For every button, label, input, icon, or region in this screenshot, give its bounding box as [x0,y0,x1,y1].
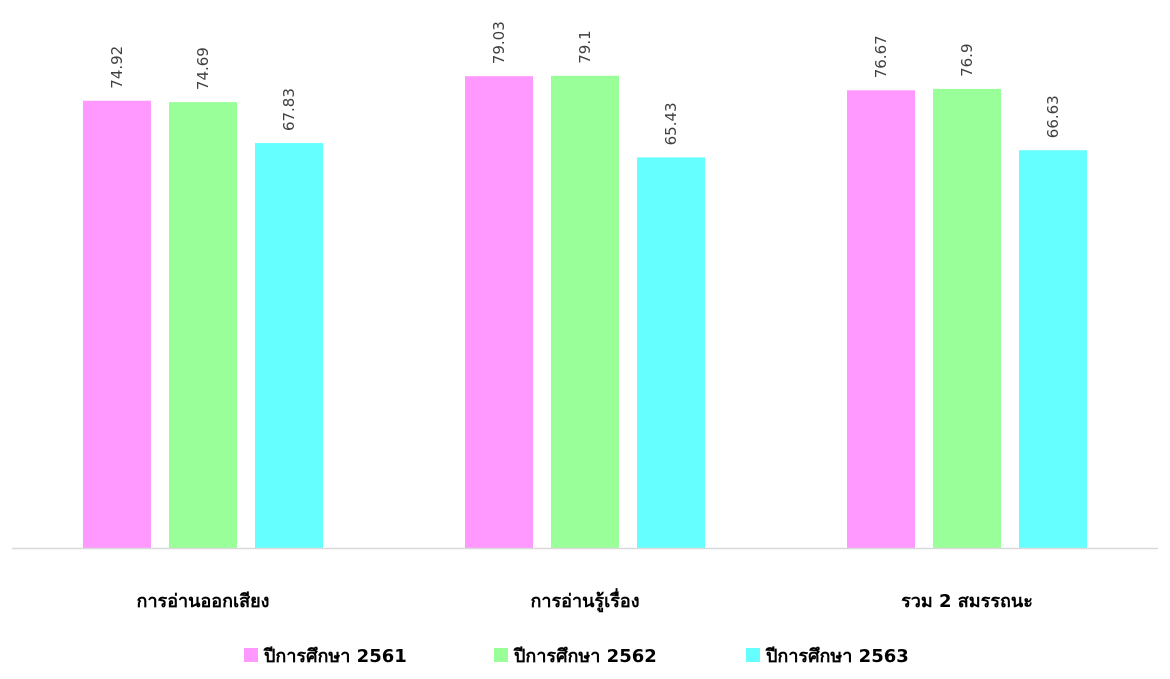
legend-swatch-series-2 [494,648,508,662]
category-label-3: รวม 2 สมรรถนะ [901,591,1033,612]
value-labels-layer: 74.92 74.69 67.83 79.03 79.1 65.43 76.67 76.9 66… [108,21,1062,145]
legend-label-series-2: ปีการศึกษา 2562 [513,646,657,667]
bar-3-series-3 [1019,150,1087,548]
value-label-2-series-1: 79.03 [490,21,508,64]
category-labels-layer: การอ่านออกเสียง การอ่านรู้เรื่อง รวม 2 สมร… [137,588,1033,613]
bar-2-series-1 [465,76,533,548]
bar-2-series-2 [551,75,619,548]
value-label-1-series-1: 74.92 [108,46,126,89]
bar-1-series-2 [169,102,237,548]
bar-2-series-3 [637,157,705,548]
bars-layer [83,75,1087,549]
value-label-3-series-3: 66.63 [1044,95,1062,138]
value-label-2-series-2: 79.1 [576,30,594,63]
bar-3-series-2 [933,88,1001,549]
bar-3-series-1 [847,90,915,549]
category-label-1: การอ่านออกเสียง [137,591,270,612]
value-label-1-series-2: 74.69 [194,47,212,90]
value-label-2-series-3: 65.43 [662,102,680,145]
category-label-2: การอ่านรู้เรื่อง [531,588,640,613]
bar-1-series-1 [83,100,151,548]
legend-swatch-series-3 [746,648,760,662]
value-label-3-series-1: 76.67 [872,35,890,78]
legend: ปีการศึกษา 2561 ปีการศึกษา 2562 ปีการศึกษา… [244,646,909,667]
bar-1-series-3 [255,143,323,548]
legend-label-series-1: ปีการศึกษา 2561 [263,646,407,667]
legend-label-series-3: ปีการศึกษา 2563 [765,646,909,667]
value-label-1-series-3: 67.83 [280,88,298,131]
legend-swatch-series-1 [244,648,258,662]
value-label-3-series-2: 76.9 [958,44,976,77]
